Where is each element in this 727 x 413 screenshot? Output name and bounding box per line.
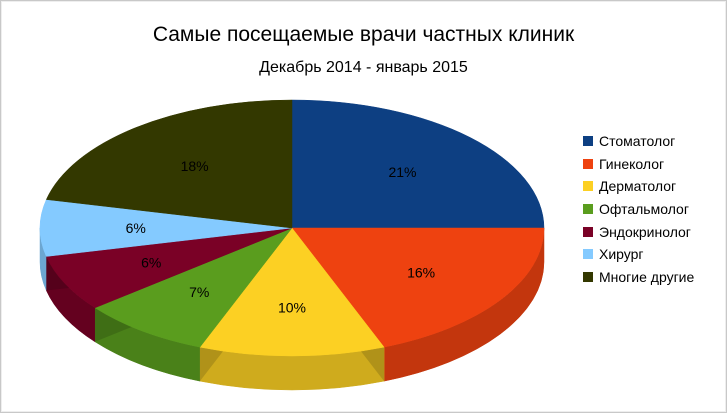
legend-label: Стоматолог	[599, 133, 676, 150]
pie-data-label: 6%	[141, 254, 161, 270]
legend-label: Дерматолог	[599, 178, 677, 195]
legend-swatch	[583, 226, 593, 237]
legend-item: Гинеколог	[583, 153, 694, 176]
legend-swatch	[583, 271, 593, 282]
legend-item: Дерматолог	[583, 175, 694, 198]
legend-label: Офтальмолог	[599, 201, 689, 218]
legend-item: Многие другие	[583, 266, 694, 289]
legend-item: Офтальмолог	[583, 198, 694, 221]
legend-item: Стоматолог	[583, 130, 694, 153]
pie-slices	[39, 99, 545, 357]
pie-slice	[39, 199, 293, 257]
pie-slice	[45, 99, 293, 229]
chart-title: Самые посещаемые врачи частных клиник	[152, 23, 575, 46]
pie-data-labels: 21% 16% 10% 7% 6% 6% 18%	[126, 158, 435, 315]
pie-slice	[291, 99, 545, 229]
legend-label: Многие другие	[599, 268, 695, 285]
pie-data-label: 16%	[407, 265, 435, 281]
pie-data-label: 6%	[126, 220, 146, 236]
legend-swatch	[583, 158, 593, 169]
chart-legend: Стоматолог Гинеколог Дерматолог Офтальмо…	[583, 130, 694, 288]
legend-swatch	[583, 181, 593, 192]
legend-swatch	[583, 249, 593, 260]
pie-data-label: 10%	[278, 299, 306, 315]
legend-swatch	[583, 136, 593, 147]
pie-slice	[45, 227, 293, 309]
pie-slice	[199, 227, 385, 357]
pie-data-label: 21%	[388, 164, 416, 180]
pie-data-label: 7%	[189, 284, 209, 300]
legend-item: Хирург	[583, 243, 694, 266]
legend-label: Гинеколог	[599, 155, 665, 172]
legend-label: Эндокринолог	[599, 223, 691, 240]
legend-label: Хирург	[599, 246, 644, 263]
chart-subtitle: Декабрь 2014 - январь 2015	[259, 59, 468, 76]
pie-data-label: 18%	[181, 158, 209, 174]
pie-slice	[291, 227, 545, 348]
legend-item: Эндокринолог	[583, 220, 694, 243]
pie-slice	[94, 227, 293, 348]
legend-swatch	[583, 204, 593, 215]
